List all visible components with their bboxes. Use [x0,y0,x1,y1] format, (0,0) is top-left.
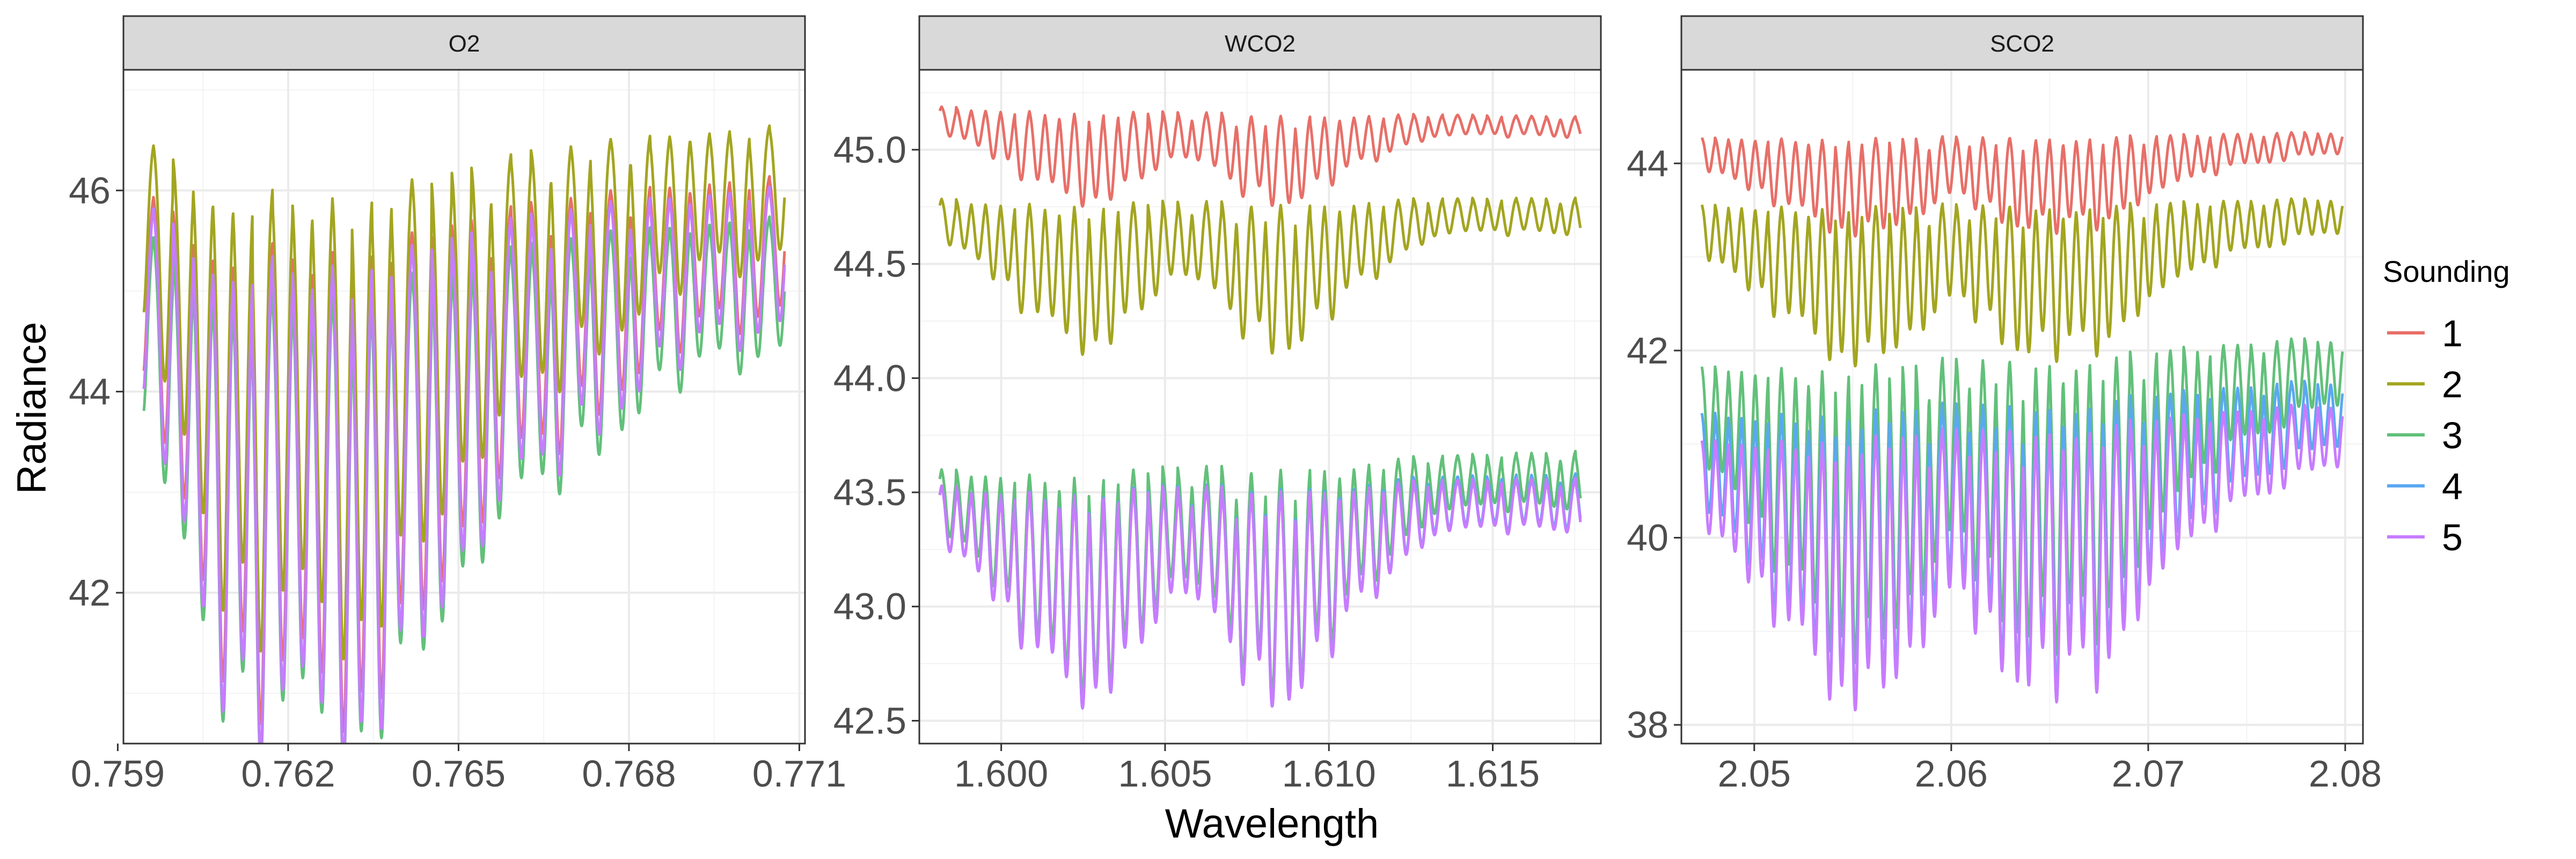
y-tick-label: 44 [69,370,111,412]
series-line-2 [142,124,786,661]
y-tick-label: 46 [69,170,111,212]
x-tick-label: 1.610 [1282,753,1376,795]
y-tick-label: 38 [1627,704,1668,746]
series-line-3 [1700,337,2344,665]
series-line-2 [1700,197,2344,368]
series-line-1 [938,105,1582,208]
x-tick-label: 2.08 [2309,753,2382,795]
panel-border [122,69,806,745]
series-lines [938,105,1582,710]
x-tick-label: 0.762 [241,753,335,795]
series-lines [1700,131,2344,712]
x-tick-label: 2.07 [2112,753,2185,795]
panel-wco2: WCO2 1.600 1.605 1.610 1.615 42.5 43.0 43.5 44.0… [833,15,1602,795]
facet-strip-label: WCO2 [1225,31,1296,57]
legend-item-4: 4 [2387,465,2463,507]
facet-strip-label: O2 [449,31,480,57]
legend-label: 4 [2442,465,2463,507]
legend-item-5: 5 [2387,516,2463,558]
panel-sco2: SCO2 2.05 2.06 2.07 2.08 38 40 42 44 [1627,15,2382,795]
facet-panels: O2 0.759 0.762 0.765 0.768 0.771 42 44 46 WCO2 1.6… [69,15,2382,795]
series-line-2 [938,196,1582,356]
y-tick-label: 45.0 [833,129,906,171]
x-tick-label: 2.06 [1915,753,1988,795]
legend-label: 2 [2442,363,2463,405]
legend-item-2: 2 [2387,363,2463,405]
series-lines [142,124,786,744]
y-tick-label: 42 [1627,330,1668,372]
facet-strip-label: SCO2 [1990,31,2054,57]
x-tick-label: 0.759 [71,753,165,795]
legend: Sounding 1 2 3 4 5 [2383,254,2510,558]
y-tick-label: 44.5 [833,243,906,285]
series-line-5 [938,476,1582,710]
facet-strip [1680,15,2364,71]
series-line-1 [1700,131,2344,238]
y-tick-label: 44.0 [833,357,906,399]
panel-border [918,69,1602,745]
y-tick-label: 42 [69,572,111,614]
legend-label: 5 [2442,516,2463,558]
facet-strip [122,15,806,71]
y-tick-label: 43.5 [833,471,906,513]
x-tick-label: 1.600 [954,753,1048,795]
y-tick-label: 44 [1627,142,1668,184]
legend-label: 3 [2442,414,2463,456]
panel-border [1680,69,2364,745]
x-tick-label: 1.605 [1118,753,1212,795]
series-line-5 [1700,403,2344,712]
y-axis-title: Radiance [9,322,55,494]
x-tick-label: 0.771 [752,753,846,795]
legend-items: 1 2 3 4 5 [2387,312,2463,558]
legend-title: Sounding [2383,254,2510,288]
panel-o2: O2 0.759 0.762 0.765 0.768 0.771 42 44 46 [69,15,846,795]
x-tick-label: 0.765 [412,753,506,795]
x-axis-title: Wavelength [1165,801,1379,847]
x-tick-label: 1.615 [1446,753,1540,795]
y-tick-label: 40 [1627,517,1668,559]
y-tick-label: 42.5 [833,700,906,741]
legend-label: 1 [2442,312,2463,354]
legend-item-3: 3 [2387,414,2463,456]
y-tick-label: 43.0 [833,586,906,628]
series-line-5 [142,185,786,744]
x-tick-label: 2.05 [1718,753,1791,795]
x-tick-label: 0.768 [582,753,676,795]
legend-item-1: 1 [2387,312,2463,354]
